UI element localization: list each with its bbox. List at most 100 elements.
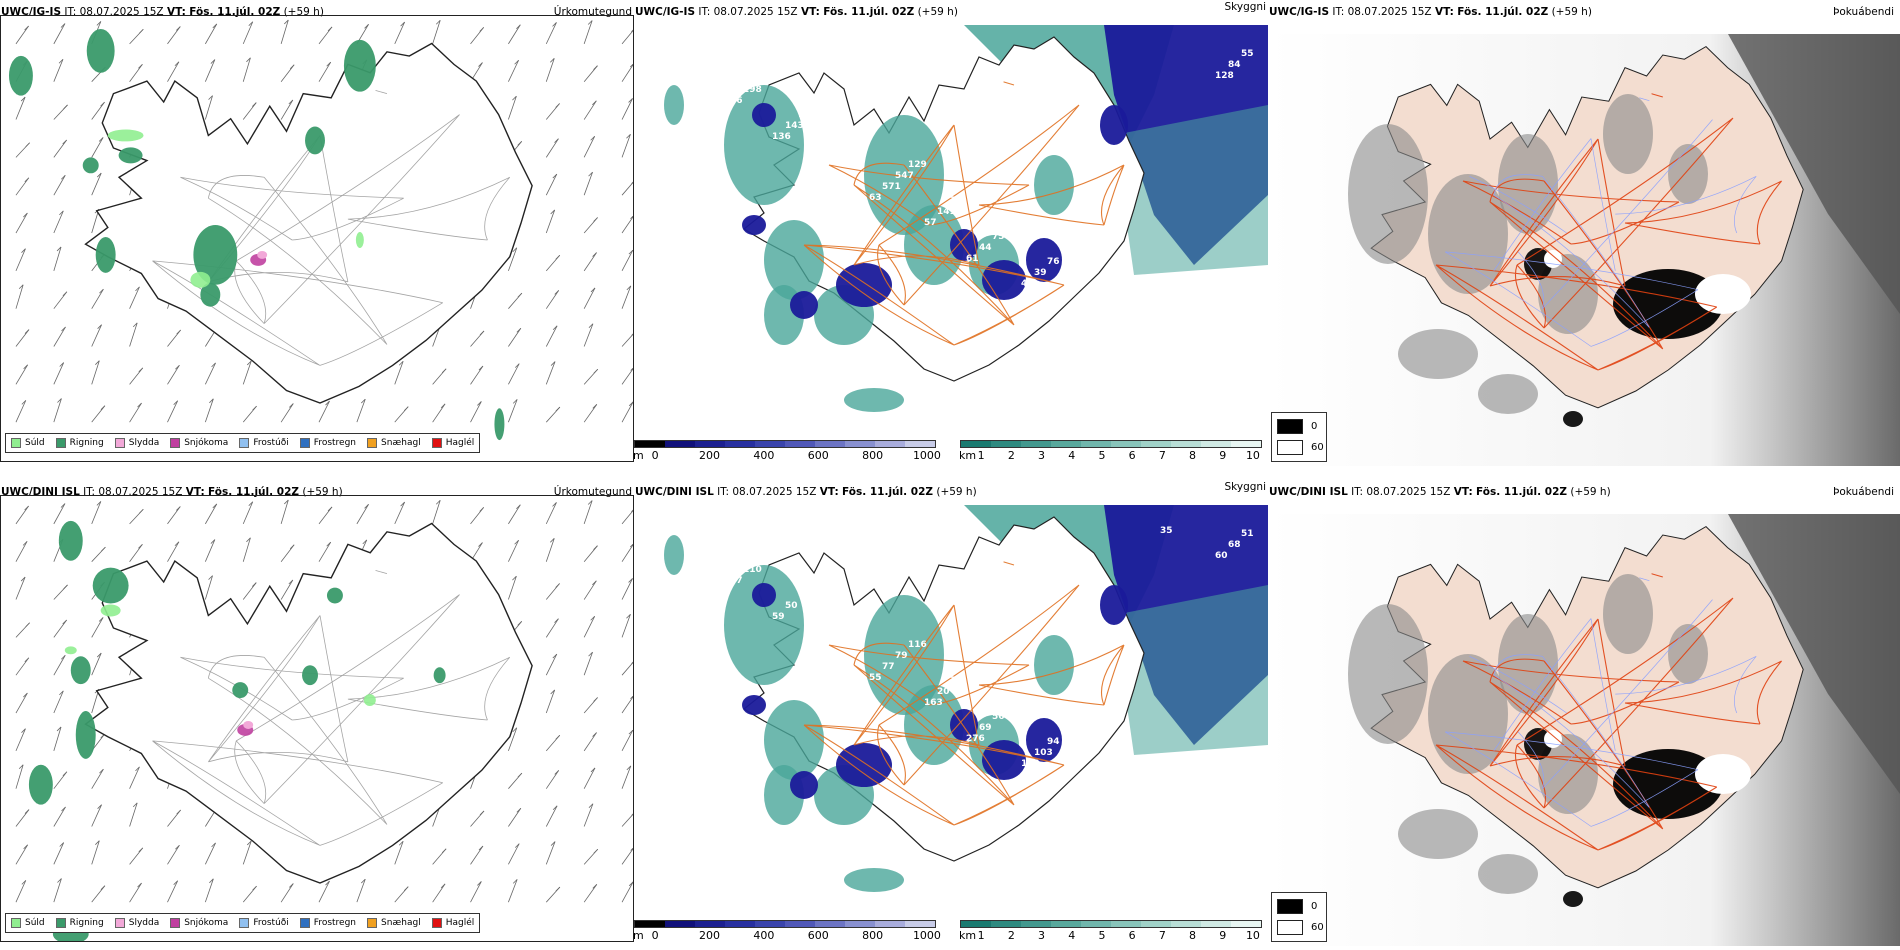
ceiling-height-label: 108: [811, 579, 830, 589]
legend-label: 0: [1311, 901, 1318, 912]
colorbar-tick: 8: [1189, 929, 1197, 942]
vt-value: Fös. 11.júl. 02Z: [842, 486, 933, 498]
colorbar-tick: 10: [1245, 449, 1260, 462]
ceiling-height-label: 77: [1144, 318, 1157, 328]
colorbar-tick: 7: [1158, 449, 1166, 462]
ceiling-height-label: 61: [966, 254, 979, 264]
vt-value: Fös. 11.júl. 02Z: [1476, 486, 1567, 498]
legend-swatch: [299, 918, 310, 928]
fog-legend-item: 60: [1277, 920, 1324, 935]
legend-label: Snjókoma: [184, 438, 229, 448]
precip-legend-item: Slydda: [114, 918, 159, 928]
ceiling-height-label: 75: [992, 232, 1005, 242]
lead-time: (+59 h): [1570, 486, 1611, 498]
legend-swatch: [170, 918, 181, 928]
colorbar-tick: 0: [651, 929, 659, 942]
vt-value: Fös. 11.júl. 02Z: [1457, 6, 1549, 18]
colorbar-strip: [960, 440, 1262, 448]
colorbar-tick: 400: [753, 449, 775, 462]
ceiling-height-label: 35: [1160, 526, 1173, 536]
legend-swatch: [11, 438, 21, 448]
colorbar-tick: 7: [1158, 929, 1166, 942]
ceiling-height-label: 39: [1034, 268, 1047, 278]
colorbar-strip: [634, 440, 936, 448]
ceiling-height-label: 57: [924, 218, 937, 228]
colorbar-tick: 1: [977, 449, 985, 462]
precip-legend-item: Súld: [11, 918, 45, 928]
panel-header: UWC/DINI ISL IT: 08.07.2025 15Z VT: Fös.…: [1268, 480, 1900, 504]
it-label: IT:: [717, 486, 730, 498]
precip-legend-item: Rigning: [55, 438, 104, 448]
ceiling-height-label: 57: [730, 576, 743, 586]
legend-label: Súld: [25, 918, 45, 928]
it-label: IT:: [1351, 486, 1364, 498]
ceiling-height-label: 94: [1173, 365, 1186, 375]
vt-label: VT:: [800, 6, 820, 18]
precip-map-svg: [8, 19, 633, 441]
colorbar-unit: m: [634, 449, 644, 462]
ceiling-height-label: 60: [798, 590, 811, 600]
it-label: IT:: [1332, 6, 1345, 18]
legend-swatch: [114, 918, 125, 928]
colorbar-tick: 2: [1007, 449, 1015, 462]
ceiling-visibility-map-svg: 79 119 129 95 84 140 88 99 76 76 77 55 130 547 75 62 103…: [664, 25, 1268, 412]
ceiling-height-label: 103: [827, 157, 846, 167]
it-label: IT:: [64, 6, 77, 18]
colorbar-tick: 9: [1219, 929, 1227, 942]
ceiling-height-label: 165: [840, 146, 859, 156]
legend-swatch: [239, 438, 250, 448]
ceiling-height-label: 75: [1186, 834, 1199, 844]
precip-legend-item: Frostúði: [239, 438, 289, 448]
ceiling-height-label: 44: [979, 243, 992, 253]
legend-label: Rigning: [69, 918, 104, 928]
lead-time: (+59 h): [936, 486, 977, 498]
precip-legend-item: Haglél: [431, 918, 474, 928]
ceiling-height-label: 89: [714, 518, 727, 528]
vt-label: VT:: [1453, 486, 1473, 498]
precip-legend-item: Frostregn: [299, 438, 357, 448]
ceiling-height-label: 94: [1047, 737, 1060, 747]
precip-map: Súld Rigning Slydda Snjókoma Frostúði Frostre…: [0, 15, 634, 462]
fog-legend-item: 0: [1277, 899, 1317, 914]
vt-label: VT:: [1434, 6, 1454, 18]
ceiling-height-label: 70: [1089, 773, 1102, 783]
lead-time: (+59 h): [1551, 6, 1592, 18]
colorbar-tick: 5: [1098, 449, 1106, 462]
legend-swatch: [367, 918, 378, 928]
precip-legend-item: Frostregn: [299, 918, 356, 928]
row1-precip-panel: UWC/IG-IS IT: 08.07.2025 15Z VT: Fös. 11…: [0, 0, 634, 470]
legend-swatch: [1277, 899, 1303, 914]
legend-label: Snjókoma: [184, 918, 229, 928]
ceiling-height-label: 71: [827, 637, 840, 647]
legend-swatch: [431, 918, 442, 928]
ceiling-height-label: 99: [853, 135, 866, 145]
legend-swatch: [367, 438, 378, 448]
ceiling-height-label: 141: [937, 207, 956, 217]
precip-legend-item: Snjókoma: [170, 438, 228, 448]
legend-label: Frostregn: [313, 438, 357, 448]
fog-index-map: 0 60: [1268, 514, 1900, 946]
it-label: IT:: [83, 486, 96, 498]
model-name: UWC/IG-IS: [1269, 6, 1330, 18]
colorbar-unit: km: [959, 449, 977, 462]
colorbar-unit: km: [959, 929, 977, 942]
colorbar-tick: 400: [753, 929, 775, 942]
colorbar-strip: [960, 920, 1262, 928]
ceiling-height-label: 165: [1102, 762, 1121, 772]
panel-header: UWC/IG-IS IT: 08.07.2025 15Z VT: Fös. 11…: [1268, 0, 1900, 24]
ceiling-height-label: 298: [743, 85, 762, 95]
colorbar-tick: 0: [651, 449, 659, 462]
visibility-colorbar: km 1 2 3 4 5 6 7 8 9 10: [959, 440, 1262, 466]
precip-legend-item: Rigning: [55, 918, 104, 928]
precip-legend-item: Snjókoma: [170, 918, 228, 928]
ceiling-height-label: 110: [743, 565, 762, 575]
legend-swatch: [1277, 920, 1303, 935]
row2-ceiling-panel: UWC/DINI ISL IT: 08.07.2025 15Z VT: Fös.…: [634, 480, 1268, 950]
row1-fog-panel: UWC/IG-IS IT: 08.07.2025 15Z VT: Fös. 11…: [1268, 0, 1900, 470]
ceiling-height-label: 136: [772, 132, 791, 142]
legend-swatch: [170, 438, 181, 448]
precip-legend-item: Snæhagl: [367, 438, 421, 448]
panel-title: Þokuábendi: [1833, 6, 1894, 18]
ceiling-height-label: 50: [785, 601, 798, 611]
colorbar-tick: 800: [862, 929, 884, 942]
